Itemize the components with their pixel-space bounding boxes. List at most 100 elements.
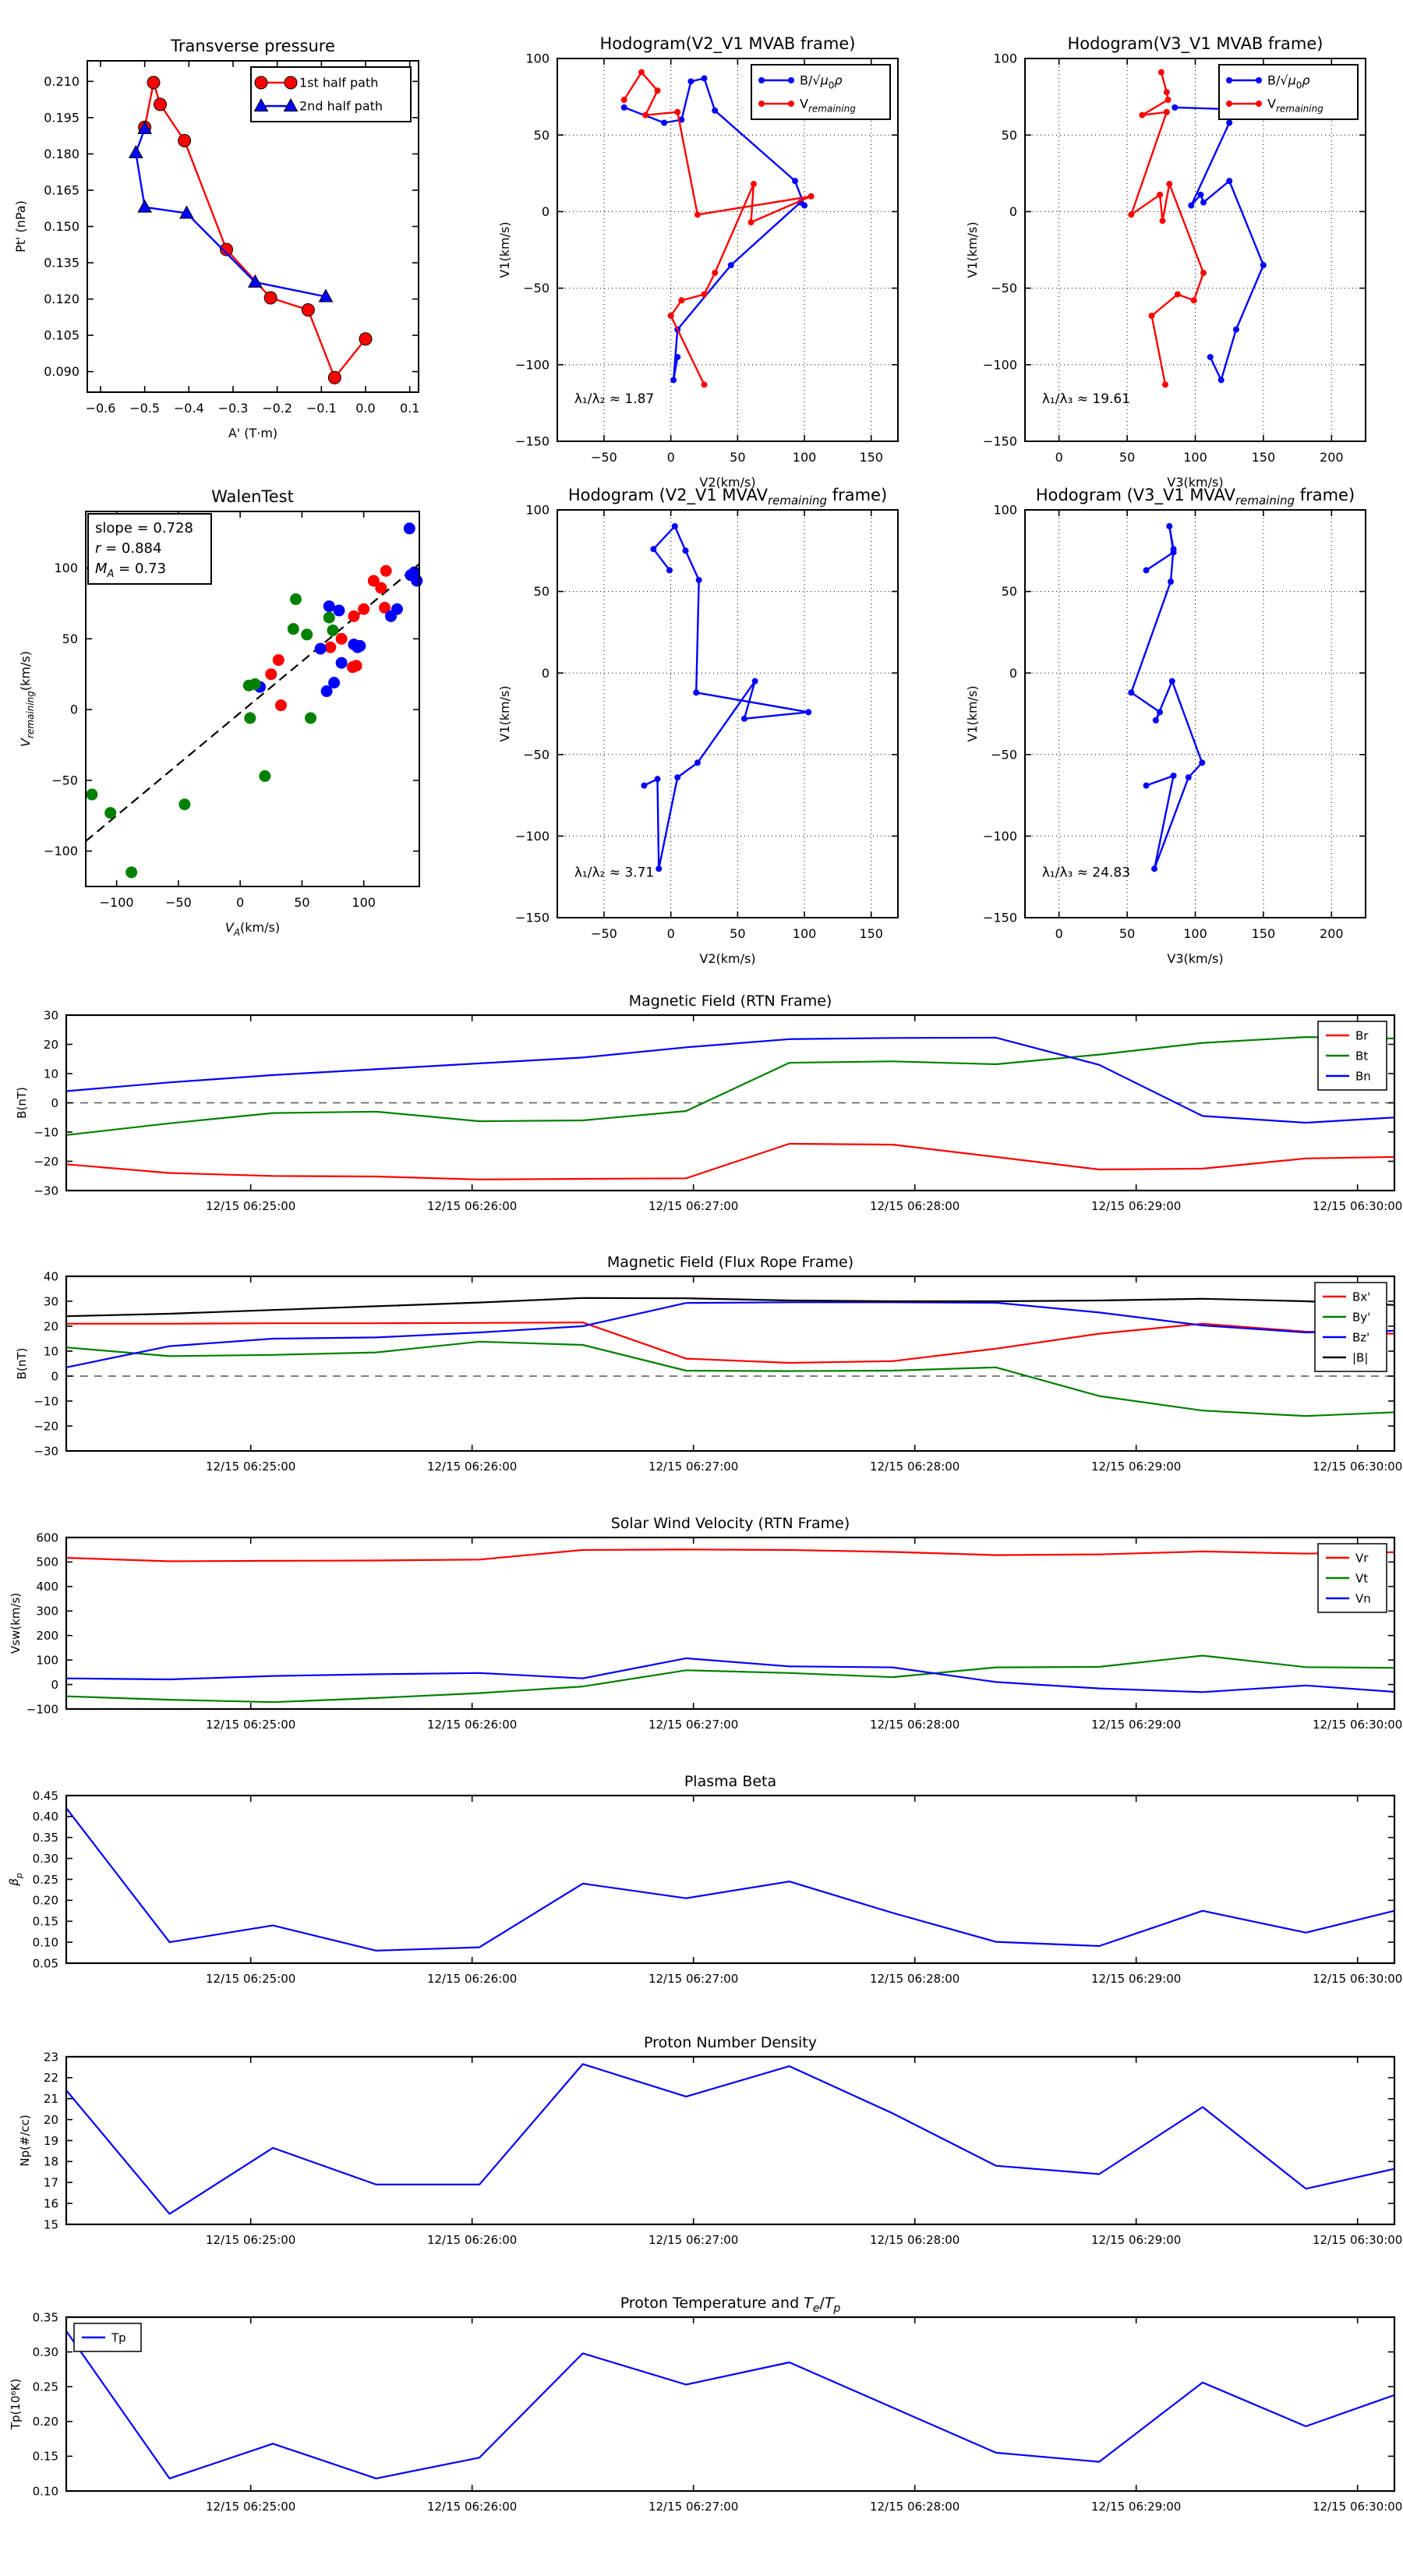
y-tick-label: −30 [34, 1444, 58, 1458]
x-tick-label: −0.2 [262, 401, 292, 416]
y-tick-label: 0.35 [33, 2310, 58, 2324]
y-tick-label: 16 [44, 2196, 58, 2210]
x-tick-label: 12/15 06:25:00 [206, 2233, 295, 2247]
y-tick-label: 0.30 [33, 2345, 58, 2359]
ticks: −50 0 50 100 150 −150 −100 −50 0 50 100 [515, 503, 898, 941]
x-tick-label: 12/15 06:26:00 [427, 1718, 517, 1732]
x-tick-label: 100 [1183, 450, 1207, 465]
legend-label-2: Vt [1355, 1571, 1368, 1585]
ticks: 12/15 06:25:00 12/15 06:26:00 12/15 06:27:… [34, 1269, 1402, 1474]
y-tick-label: −100 [44, 844, 78, 858]
x-tick-label: 12/15 06:25:00 [206, 1718, 295, 1732]
y-tick-label: 0 [1009, 204, 1017, 219]
y-tick-label: 0.25 [33, 2380, 58, 2394]
y-axis-label: V1(km/s) [497, 685, 512, 741]
x-tick-label: 12/15 06:25:00 [206, 1972, 295, 1986]
y-tick-label: 0.30 [33, 1852, 58, 1866]
x-axis-label: VA(km/s) [225, 920, 280, 938]
legend: Br Bt Bn [1317, 1021, 1387, 1091]
y-tick-label: 0.45 [33, 1789, 58, 1803]
hodogram-v3v1-mvav: 0 50 100 150 200 −150 −100 −50 0 50 100 Hodogram (V… [965, 486, 1366, 966]
legend-label-1: B/√μ0ρ [1267, 73, 1310, 91]
series-Vt [65, 1654, 1395, 1704]
y-tick-label: 0.105 [44, 328, 80, 343]
y-tick-label: −100 [27, 1702, 58, 1716]
axes-frame [557, 58, 899, 442]
y-tick-label: 0.165 [44, 183, 80, 198]
y-tick-label: −150 [515, 434, 550, 449]
series-Bn [65, 1036, 1395, 1124]
annotation: λ₁/λ₂ ≈ 3.71 [574, 865, 654, 881]
legend: Bx' By' Bz' |B| [1314, 1282, 1387, 1372]
grid [557, 509, 898, 918]
y-tick-label: 0.10 [33, 1935, 58, 1949]
ticks: 12/15 06:25:00 12/15 06:26:00 12/15 06:27:… [33, 1789, 1403, 1986]
x-tick-label: 12/15 06:30:00 [1313, 1718, 1402, 1732]
x-tick-label: 50 [730, 450, 745, 465]
legend-label-2: Vremaining [800, 97, 856, 115]
axes-frame [85, 511, 420, 887]
series-scatter-blue [254, 522, 423, 698]
x-tick-label: 50 [294, 895, 309, 910]
transverse-pressure: −0.6 −0.5 −0.4 −0.3 −0.2 −0.1 0.0 0.1 0.090 0.105… [13, 37, 419, 441]
x-tick-label: 12/15 06:29:00 [1091, 1718, 1181, 1732]
y-tick-label: 0.10 [33, 2484, 58, 2498]
series-Vr [65, 1548, 1395, 1562]
ticks: 0 50 100 150 200 −150 −100 −50 0 50 100 [983, 503, 1366, 941]
legend: B/√μ0ρ Vremaining [751, 64, 891, 120]
x-tick-label: 150 [1252, 926, 1276, 941]
x-tick-label: 12/15 06:29:00 [1091, 1972, 1181, 1986]
x-tick-label: 200 [1320, 926, 1344, 941]
x-tick-label: 0.0 [355, 401, 375, 416]
y-tick-label: 15 [44, 2217, 58, 2231]
legend: B/√μ0ρ Vremaining [1218, 64, 1359, 120]
series-first-half-path [138, 76, 373, 384]
y-tick-label: 600 [36, 1530, 58, 1545]
x-tick-label: 12/15 06:27:00 [648, 2233, 738, 2247]
x-tick-label: 50 [1119, 450, 1135, 465]
legend: 1st half path 2nd half path [250, 66, 412, 122]
series-scatter-green [86, 593, 339, 879]
series-second-half-path [128, 120, 334, 303]
y-axis-label: V1(km/s) [965, 685, 980, 741]
y-tick-label: 50 [534, 128, 550, 143]
y-axis-label: Vremaining(km/s) [18, 651, 36, 747]
y-tick-label: −100 [515, 829, 550, 844]
x-tick-label: 100 [352, 895, 376, 910]
legend-label-2: By' [1352, 1310, 1370, 1324]
legend-label-1: Bx' [1352, 1290, 1370, 1304]
grid [557, 58, 898, 442]
series-v-remaining [620, 69, 815, 388]
x-tick-label: 200 [1320, 450, 1344, 465]
ticks: −100 −50 0 50 100 −100 −50 0 50 100 [44, 511, 419, 910]
x-tick-label: −100 [100, 895, 134, 910]
x-tick-label: 50 [1119, 926, 1135, 941]
legend-label-3: Vn [1355, 1591, 1371, 1605]
x-tick-label: 100 [1183, 926, 1207, 941]
annotation: λ₁/λ₃ ≈ 19.61 [1042, 391, 1130, 407]
x-tick-label: −0.1 [306, 401, 337, 416]
x-tick-label: −0.4 [174, 401, 204, 416]
x-tick-label: −0.3 [218, 401, 249, 416]
x-tick-label: 0 [1055, 926, 1063, 941]
x-tick-label: 12/15 06:29:00 [1091, 1199, 1181, 1213]
y-tick-label: 22 [44, 2071, 58, 2085]
stats-box: slope = 0.728 r = 0.884 MA = 0.73 [87, 513, 212, 585]
y-tick-label: 0.05 [33, 1956, 58, 1970]
x-tick-label: 12/15 06:27:00 [648, 1718, 738, 1732]
y-tick-label: −50 [991, 281, 1017, 295]
y-tick-label: 500 [36, 1555, 58, 1569]
panel-title: Magnetic Field (Flux Rope Frame) [607, 1254, 853, 1271]
y-tick-label: −30 [34, 1184, 58, 1198]
y-tick-label: 19 [44, 2134, 58, 2148]
x-tick-label: 12/15 06:30:00 [1313, 1972, 1402, 1986]
panel-title: Plasma Beta [684, 1773, 776, 1790]
y-tick-label: −20 [34, 1155, 58, 1169]
series-Np [65, 2063, 1395, 2215]
y-tick-label: 100 [525, 503, 550, 518]
y-tick-label: 30 [44, 1008, 58, 1022]
y-tick-label: −10 [34, 1125, 58, 1139]
panel-title: WalenTest [211, 487, 294, 506]
y-tick-label: −150 [983, 911, 1017, 925]
